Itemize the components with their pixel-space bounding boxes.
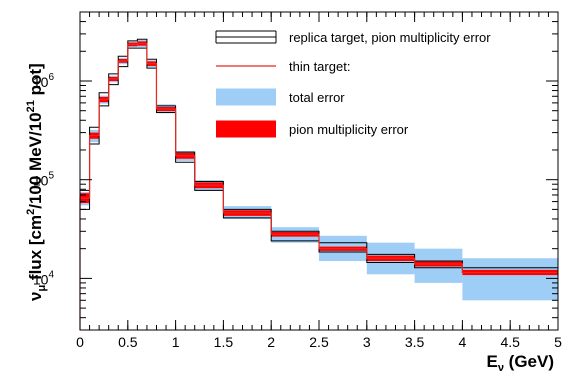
x-axis-title: Eν (GeV): [486, 352, 554, 374]
legend: replica target, pion multiplicity error t…: [215, 30, 491, 138]
x-tick-label: 3.5: [405, 334, 425, 350]
x-tick-label: 1.5: [214, 334, 234, 350]
x-tick-label: 0: [76, 334, 84, 350]
x-tick-label: 3: [363, 334, 371, 350]
legend-label: replica target, pion multiplicity error: [289, 30, 491, 45]
plot-area: [79, 38, 558, 330]
legend-label: total error: [289, 90, 345, 105]
x-tick-label: 4.5: [500, 334, 520, 350]
total-error-band: [462, 258, 558, 301]
x-tick-label: 1: [172, 334, 180, 350]
x-tick-label: 4: [459, 334, 467, 350]
y-tick-label: 105: [33, 171, 55, 189]
legend-label: thin target:: [289, 59, 350, 74]
thin-target-line: [79, 42, 558, 330]
y-tick-label: 104: [33, 269, 55, 287]
axis-ticks: 0 0.5 1 1.5 2 2.5 3 3.5 4 4.5 5 104 105 106: [33, 11, 562, 350]
legend-pion-error-swatch: [216, 120, 276, 138]
x-tick-label: 0.5: [118, 334, 138, 350]
x-tick-label: 2: [267, 334, 275, 350]
y-tick-label: 106: [33, 72, 55, 90]
legend-label: pion multiplicity error: [289, 122, 409, 137]
legend-total-error-swatch: [216, 88, 276, 106]
x-tick-label: 5: [554, 334, 562, 350]
x-tick-label: 2.5: [309, 334, 329, 350]
y-axis-title: νμ flux [cm2/100 MeV/1021 pot]: [25, 63, 48, 301]
